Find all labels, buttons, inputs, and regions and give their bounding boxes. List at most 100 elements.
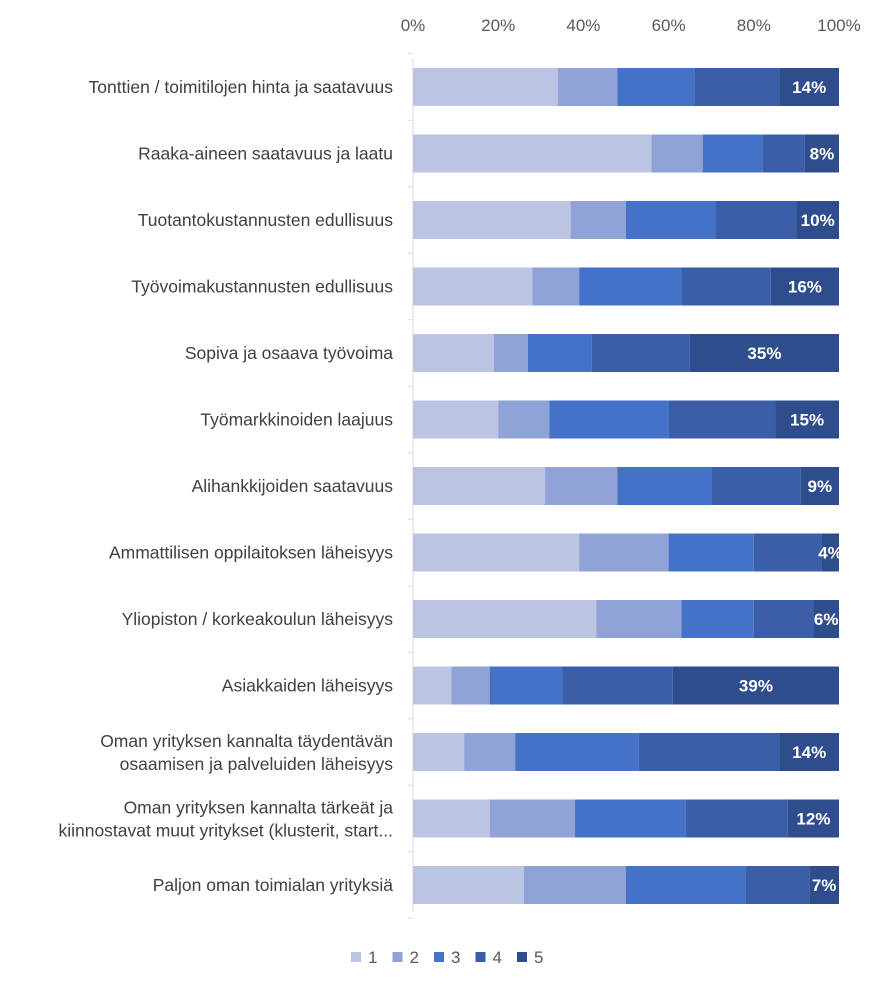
legend-label: 4 bbox=[493, 948, 502, 967]
data-label: 14% bbox=[792, 743, 826, 762]
category-label: Oman yrityksen kannalta täydentävän osaam… bbox=[100, 731, 393, 774]
legend-swatch bbox=[392, 952, 403, 962]
x-tick-label: 40% bbox=[566, 16, 600, 35]
data-label: 8% bbox=[810, 145, 835, 164]
bar-segment-4 bbox=[591, 334, 690, 372]
category-label: Työmarkkinoiden laajuus bbox=[200, 410, 393, 430]
bar-segment-3 bbox=[626, 866, 746, 904]
bar-segment-4 bbox=[753, 533, 822, 572]
bar-segment-1 bbox=[413, 733, 465, 771]
data-label: 35% bbox=[747, 344, 781, 363]
data-label: 14% bbox=[792, 78, 826, 97]
bar-segment-4 bbox=[711, 467, 801, 505]
bar-segment-2 bbox=[651, 134, 703, 173]
bar-segment-2 bbox=[489, 799, 575, 838]
data-label: 7% bbox=[812, 876, 837, 895]
legend-swatch bbox=[475, 952, 486, 962]
bar-segment-4 bbox=[715, 201, 797, 239]
bar-segment-3 bbox=[574, 799, 686, 838]
category-label: Yliopiston / korkeakoulun läheisyys bbox=[122, 609, 394, 629]
bar-segment-2 bbox=[498, 400, 550, 439]
data-label: 15% bbox=[790, 411, 824, 430]
bar-segment-1 bbox=[413, 400, 499, 439]
bar-segment-2 bbox=[570, 201, 626, 239]
legend-swatch bbox=[351, 952, 361, 962]
bar-segment-4 bbox=[562, 666, 673, 705]
x-tick-label: 20% bbox=[481, 16, 515, 35]
legend-label: 2 bbox=[410, 948, 419, 967]
bar-segment-2 bbox=[596, 600, 682, 638]
bar-segment-5 bbox=[689, 334, 839, 372]
data-label: 9% bbox=[808, 477, 833, 496]
data-label: 16% bbox=[788, 278, 822, 297]
bar-segment-4 bbox=[753, 600, 814, 638]
bar-segment-1 bbox=[413, 201, 571, 239]
bar-segment-2 bbox=[493, 334, 529, 372]
bar-segment-5 bbox=[779, 68, 839, 106]
bar-segment-3 bbox=[702, 134, 763, 173]
bar-segment-3 bbox=[617, 467, 712, 505]
bar-segment-3 bbox=[626, 201, 716, 239]
bar-segment-5 bbox=[770, 267, 839, 306]
bar-segment-5 bbox=[800, 467, 839, 505]
x-tick-label: 0% bbox=[401, 16, 426, 35]
bar-segment-4 bbox=[745, 866, 810, 904]
legend-label: 5 bbox=[534, 948, 543, 967]
bar-segment-1 bbox=[413, 533, 580, 572]
bar-segment-4 bbox=[681, 267, 771, 306]
category-label: Sopiva ja osaava työvoima bbox=[185, 343, 393, 363]
bar-segment-2 bbox=[451, 666, 490, 705]
bar-segment-2 bbox=[557, 68, 618, 106]
bar-segment-5 bbox=[796, 201, 839, 239]
bar-segment-5 bbox=[787, 799, 839, 838]
bar-segment-1 bbox=[413, 134, 652, 173]
x-tick-label: 80% bbox=[737, 16, 771, 35]
bar-segment-1 bbox=[413, 600, 597, 638]
category-label: Oman yrityksen kannalta tärkeät ja kiinno… bbox=[58, 798, 393, 841]
bar-segment-5 bbox=[804, 134, 839, 173]
category-label: Tuotantokustannusten edullisuus bbox=[138, 210, 393, 230]
category-label: Tonttien / toimitilojen hinta ja saatavu… bbox=[89, 77, 394, 97]
bar-segment-5 bbox=[809, 866, 839, 904]
category-label: Paljon oman toimialan yrityksiä bbox=[153, 875, 394, 895]
bar-segment-4 bbox=[685, 799, 788, 838]
bar-segment-1 bbox=[413, 334, 494, 372]
bar-segment-3 bbox=[515, 733, 639, 771]
bar-segment-3 bbox=[617, 68, 695, 106]
legend-swatch bbox=[434, 952, 444, 962]
category-label: Ammattilisen oppilaitoksen läheisyys bbox=[109, 543, 393, 563]
category-label: Raaka-aineen saatavuus ja laatu bbox=[138, 144, 393, 164]
bar-segment-2 bbox=[579, 533, 669, 572]
category-label: Työvoimakustannusten edullisuus bbox=[131, 277, 393, 297]
data-label: 6% bbox=[814, 610, 839, 629]
bar-segment-5 bbox=[672, 666, 839, 705]
legend-label: 3 bbox=[451, 948, 460, 967]
bar-segment-1 bbox=[413, 267, 533, 306]
bar-segment-1 bbox=[413, 467, 546, 505]
bar-segment-5 bbox=[779, 733, 839, 771]
bar-segment-5 bbox=[821, 533, 839, 572]
bar-segment-4 bbox=[762, 134, 805, 173]
bar-segment-1 bbox=[413, 866, 524, 904]
category-label: Alihankkijoiden saatavuus bbox=[192, 476, 394, 496]
data-label: 12% bbox=[796, 810, 830, 829]
bar-segment-2 bbox=[532, 267, 580, 306]
bar-segment-3 bbox=[681, 600, 754, 638]
legend-swatch bbox=[517, 952, 527, 962]
bar-segment-4 bbox=[694, 68, 780, 106]
bar-segment-4 bbox=[638, 733, 780, 771]
x-tick-label: 60% bbox=[652, 16, 686, 35]
data-label: 10% bbox=[801, 211, 835, 230]
bar-segment-2 bbox=[523, 866, 626, 904]
bar-segment-3 bbox=[579, 267, 682, 306]
bar-segment-3 bbox=[668, 533, 754, 572]
bar-segment-3 bbox=[528, 334, 592, 372]
bar-segment-4 bbox=[668, 400, 776, 439]
data-label: 4% bbox=[818, 544, 843, 563]
bar-segment-1 bbox=[413, 666, 452, 705]
bar-segment-3 bbox=[489, 666, 563, 705]
category-label: Asiakkaiden läheisyys bbox=[222, 676, 393, 696]
bar-segment-5 bbox=[813, 600, 839, 638]
bar-segment-2 bbox=[464, 733, 516, 771]
